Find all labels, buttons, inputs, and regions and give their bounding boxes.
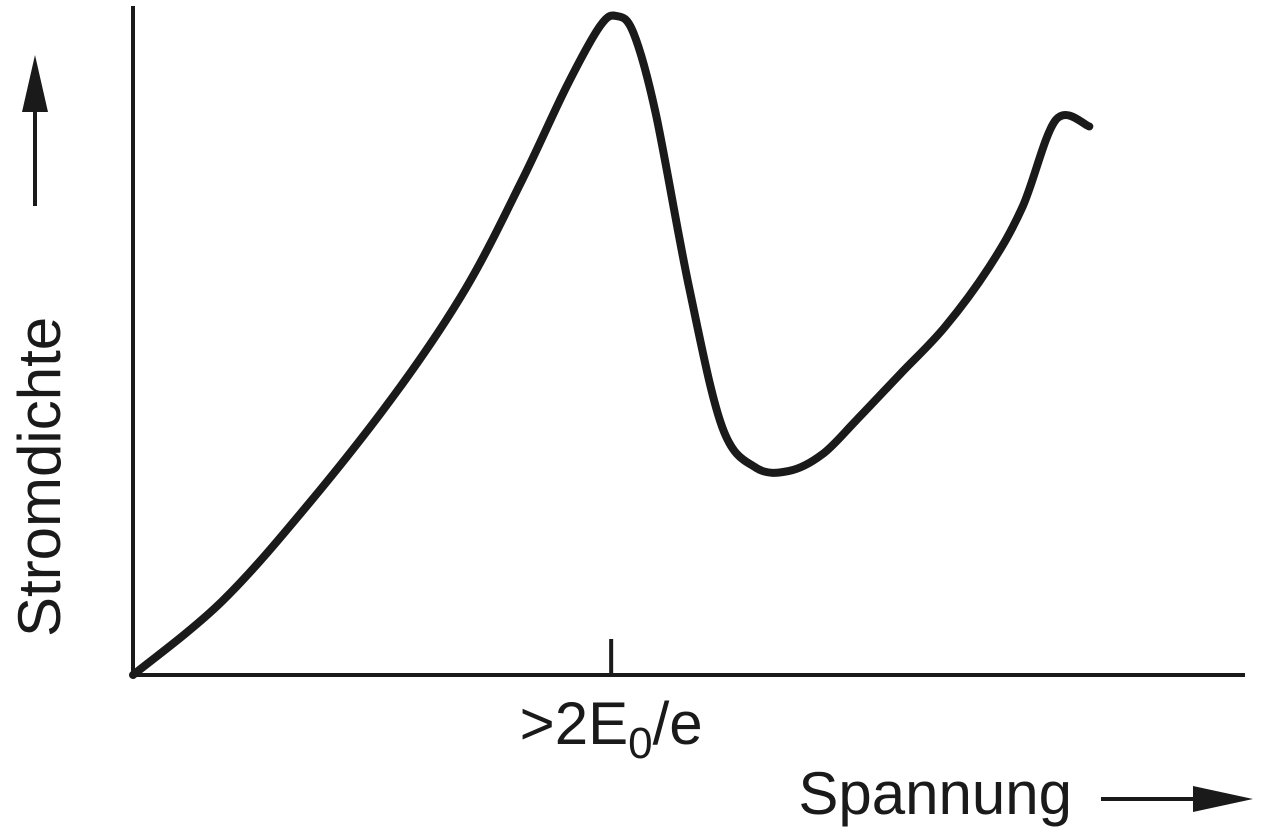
- y-axis-title: Stromdichte: [6, 55, 73, 637]
- x-ticks: >2E0/e: [520, 639, 703, 768]
- series-line: [129, 11, 1094, 679]
- y-axis-arrow-head: [22, 55, 48, 112]
- axes: [131, 6, 1245, 677]
- x-axis-arrow-head: [1193, 786, 1253, 812]
- x-tick-label: >2E0/e: [520, 690, 703, 768]
- x-axis-title: Spannung: [798, 760, 1253, 827]
- y-axis-label: Stromdichte: [6, 317, 73, 637]
- x-axis-label: Spannung: [798, 760, 1072, 827]
